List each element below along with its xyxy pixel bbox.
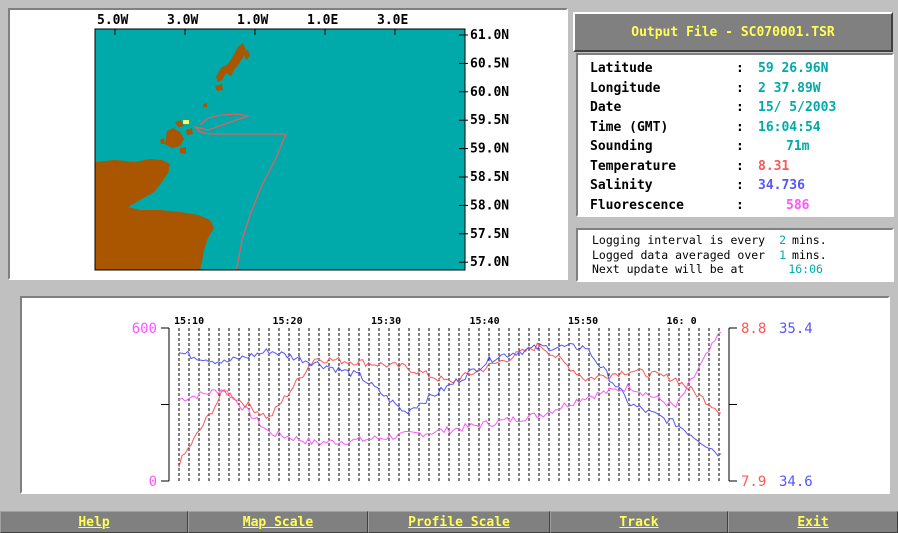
ship-position-marker — [183, 120, 189, 124]
info-label: Fluorescence — [590, 197, 684, 213]
latitude-label: 59.0N — [470, 142, 509, 157]
info-row: Date:15/ 5/2003 — [590, 98, 892, 118]
info-row: Salinity:34.736 — [590, 176, 892, 196]
info-value: 34.736 — [758, 178, 805, 194]
fluorescence-max-label: 600 — [132, 321, 157, 337]
fluorescence-min-label: 0 — [149, 474, 157, 490]
info-label: Sounding — [590, 139, 653, 155]
info-separator: : — [736, 100, 744, 116]
averaging-value: 1 — [779, 247, 787, 262]
info-row: Longitude:2 37.89W — [590, 79, 892, 99]
latitude-label: 59.5N — [470, 113, 509, 128]
longitude-label: 1.0E — [307, 13, 338, 28]
orkney-land — [160, 120, 193, 154]
averaging-row: Logged data averaged over 1 mins. — [592, 248, 892, 263]
info-row: Fluorescence: 586 — [590, 196, 892, 216]
time-label: 15:10 — [174, 316, 204, 327]
fair-isle — [203, 103, 207, 107]
salinity-max-label: 35.4 — [779, 321, 813, 337]
map-scale-button[interactable]: Map Scale — [188, 511, 368, 533]
info-separator: : — [736, 139, 744, 155]
latitude-label: 57.5N — [470, 227, 509, 242]
exit-button[interactable]: Exit — [728, 511, 898, 533]
map-frame — [94, 28, 466, 271]
info-value: 16:04:54 — [758, 119, 821, 135]
info-value: 71m — [786, 139, 810, 155]
info-label: Latitude — [590, 61, 653, 77]
logging-interval-text: Logging interval is every — [592, 233, 766, 247]
longitude-label: 3.0E — [377, 13, 408, 28]
map-panel[interactable]: 5.0W 3.0W 1.0W 1.0E 3.0E 61.0N 60.5N 60.0N 59.5… — [8, 8, 568, 280]
info-label: Temperature — [590, 158, 677, 174]
info-value: 586 — [786, 197, 810, 213]
longitude-label: 3.0W — [167, 13, 198, 28]
map-axis-ticks — [114, 29, 468, 263]
salinity-line — [178, 342, 722, 457]
time-label: 15:20 — [273, 316, 303, 327]
info-separator: : — [736, 158, 744, 174]
longitude-label: 1.0W — [237, 13, 268, 28]
position-info-panel: Latitude:59 26.96N Longitude:2 37.89W Date… — [576, 53, 894, 217]
latitude-label: 58.0N — [470, 198, 509, 213]
track-map[interactable]: 5.0W 3.0W 1.0W 1.0E 3.0E 61.0N 60.5N 60.0N 59.5… — [10, 10, 566, 278]
salinity-min-label: 34.6 — [779, 474, 813, 490]
averaging-unit: mins. — [792, 247, 827, 262]
latitude-label: 61.0N — [470, 28, 509, 43]
latitude-label: 58.5N — [470, 170, 509, 185]
mainland-land — [95, 159, 214, 270]
output-file-title: Output File - SC070001.TSR — [573, 12, 893, 52]
info-separator: : — [736, 178, 744, 194]
profile-panel[interactable]: 15:10 15:20 15:30 15:40 15:50 16: 0 600 0 8.8 7.9… — [20, 296, 890, 494]
time-label: 15:50 — [568, 316, 598, 327]
next-update-value: 16:06 — [788, 262, 823, 276]
next-update-text: Next update will be at — [592, 262, 745, 276]
time-label: 15:30 — [371, 316, 401, 327]
info-value: 2 37.89W — [758, 80, 821, 96]
time-label: 16: 0 — [667, 316, 697, 327]
logging-info-panel: Logging interval is every 2 mins. Logged… — [576, 228, 894, 282]
latitude-label: 60.5N — [470, 56, 509, 71]
info-separator: : — [736, 119, 744, 135]
logging-interval-row: Logging interval is every 2 mins. — [592, 233, 892, 248]
info-separator: : — [736, 197, 744, 213]
info-row: Latitude:59 26.96N — [590, 59, 892, 79]
logging-interval-value: 2 — [779, 233, 787, 247]
profile-scale-button[interactable]: Profile Scale — [368, 511, 550, 533]
info-separator: : — [736, 80, 744, 96]
fluorescence-line — [178, 331, 722, 446]
next-update-row: Next update will be at 16:06 — [592, 262, 892, 277]
temperature-min-label: 7.9 — [741, 474, 766, 490]
info-label: Date — [590, 100, 622, 116]
latitude-label: 60.0N — [470, 85, 509, 100]
menu-bar: Help Map Scale Profile Scale Track Exit — [0, 511, 898, 533]
info-value: 15/ 5/2003 — [758, 100, 837, 116]
help-button[interactable]: Help — [0, 511, 188, 533]
track-button[interactable]: Track — [550, 511, 728, 533]
logging-interval-unit: mins. — [792, 233, 827, 247]
info-separator: : — [736, 61, 744, 77]
shetland-land — [215, 43, 250, 91]
temperature-line — [178, 342, 722, 468]
longitude-label: 5.0W — [97, 13, 128, 28]
info-label: Longitude — [590, 80, 661, 96]
averaging-text: Logged data averaged over — [592, 247, 766, 262]
latitude-label: 57.0N — [470, 255, 509, 270]
info-row: Temperature:8.31 — [590, 157, 892, 177]
temperature-max-label: 8.8 — [741, 321, 766, 337]
info-row: Time (GMT):16:04:54 — [590, 118, 892, 138]
info-label: Salinity — [590, 178, 653, 194]
info-value: 59 26.96N — [758, 61, 829, 77]
info-label: Time (GMT) — [590, 119, 669, 135]
ship-track — [192, 113, 287, 271]
time-label: 15:40 — [470, 316, 500, 327]
info-value: 8.31 — [758, 158, 790, 174]
time-series-chart: 15:10 15:20 15:30 15:40 15:50 16: 0 600 0 8.8 7.9… — [132, 316, 813, 490]
info-row: Sounding: 71m — [590, 137, 892, 157]
